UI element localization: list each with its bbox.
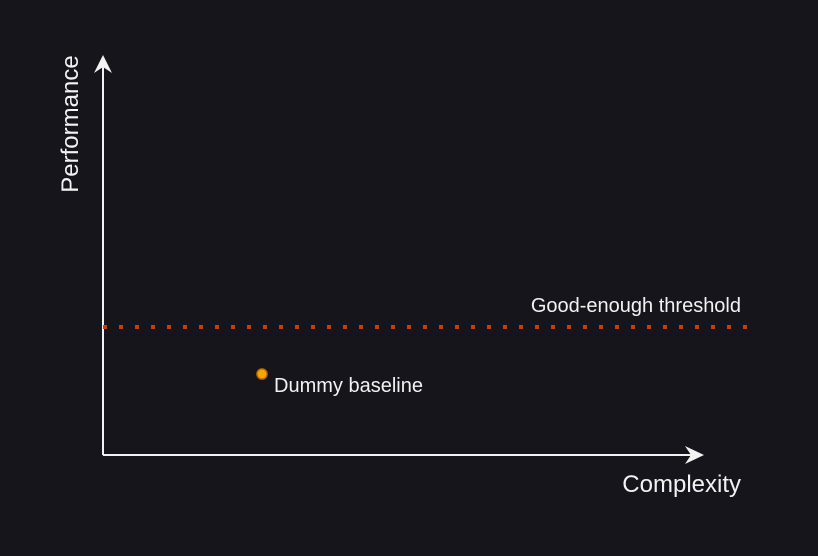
threshold-label: Good-enough threshold [531,295,741,317]
dummy-baseline-label: Dummy baseline [274,375,423,397]
x-axis-label: Complexity [622,471,741,498]
dummy-baseline-point [256,368,268,380]
x-axis-arrowhead [685,446,704,464]
y-axis-arrowhead [94,55,112,73]
y-axis-label: Performance [57,55,84,192]
